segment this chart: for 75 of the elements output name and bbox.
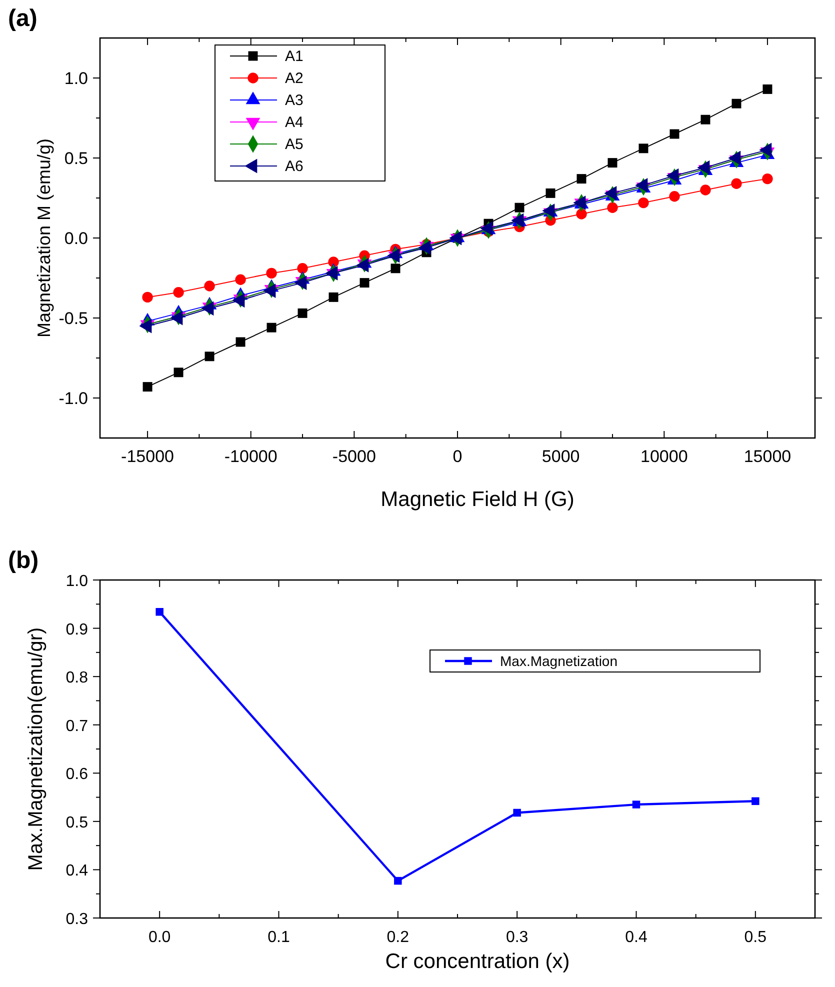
- point: [638, 197, 649, 208]
- x-tick-label: 10000: [640, 447, 688, 466]
- y-tick-label: 0.7: [66, 718, 88, 735]
- legend-label: A4: [285, 114, 304, 131]
- point: [670, 129, 680, 139]
- y-tick-label: -1.0: [58, 389, 88, 408]
- point: [638, 144, 648, 154]
- x-tick-label: -15000: [121, 447, 174, 466]
- y-tick-label: 0.4: [66, 862, 88, 880]
- point: [235, 274, 246, 285]
- legend-label: A6: [285, 158, 304, 175]
- point: [513, 808, 521, 817]
- point: [156, 608, 164, 616]
- point: [142, 382, 152, 392]
- point: [752, 797, 760, 806]
- point: [762, 84, 772, 94]
- point: [394, 876, 402, 885]
- point: [514, 202, 524, 212]
- point: [607, 202, 618, 213]
- point: [204, 352, 214, 362]
- y-tick-label: 0.0: [64, 229, 88, 248]
- point: [576, 208, 587, 220]
- point: [297, 263, 308, 274]
- point: [204, 280, 215, 292]
- y-tick-label: 0.8: [66, 670, 88, 687]
- point: [700, 114, 710, 124]
- x-tick-label: 0: [452, 447, 462, 466]
- point: [732, 98, 742, 108]
- text: (a): [8, 5, 38, 32]
- y-tick-label: 0.9: [66, 621, 88, 638]
- point: [700, 184, 711, 196]
- legend-label: A1: [285, 48, 304, 65]
- x-tick-label: 15000: [744, 447, 792, 466]
- point: [266, 322, 276, 332]
- y-tick-label: 1.0: [66, 573, 88, 590]
- x-tick-label: 0.4: [625, 929, 648, 946]
- point: [576, 174, 586, 184]
- y-tick-label: 0.5: [64, 149, 88, 168]
- x-tick-label: 0.0: [148, 929, 171, 946]
- point: [390, 264, 400, 274]
- point: [360, 278, 370, 288]
- point: [266, 268, 277, 279]
- x-axis-title: Magnetic Field H (G): [380, 488, 574, 511]
- x-tick-label: 0.5: [744, 929, 767, 946]
- x-tick-label: -5000: [332, 447, 376, 466]
- y-axis-title: Magnetization M (emu/g): [34, 138, 54, 338]
- y-tick-label: 1.0: [64, 69, 88, 88]
- point: [328, 292, 338, 302]
- x-axis-title: Cr concentration (x): [385, 950, 570, 973]
- point: [632, 800, 640, 808]
- legend-label: A5: [285, 136, 304, 153]
- y-tick-label: -0.5: [58, 309, 88, 328]
- y-tick-label: 0.5: [66, 814, 88, 832]
- point: [546, 188, 556, 198]
- point: [236, 337, 246, 347]
- text: (b): [8, 547, 39, 574]
- y-tick-label: 0.6: [66, 766, 88, 784]
- point: [174, 368, 184, 378]
- x-tick-label: 0.2: [386, 929, 410, 946]
- y-axis-title: Max.Magnetization(emu/gr): [25, 627, 47, 871]
- point: [731, 178, 742, 189]
- x-tick-label: 0.1: [268, 929, 290, 946]
- legend-label: A3: [285, 92, 304, 109]
- point: [669, 191, 680, 202]
- x-tick-label: 5000: [542, 447, 580, 466]
- y-tick-label: 0.3: [66, 911, 88, 928]
- legend-label: A2: [285, 70, 304, 87]
- point: [298, 308, 308, 318]
- x-tick-label: -10000: [224, 447, 278, 466]
- point: [608, 158, 618, 168]
- point: [173, 287, 184, 298]
- point: [142, 292, 153, 303]
- x-tick-label: 0.3: [506, 929, 528, 946]
- legend-label: Max.Magnetization: [500, 653, 618, 669]
- point: [762, 173, 773, 184]
